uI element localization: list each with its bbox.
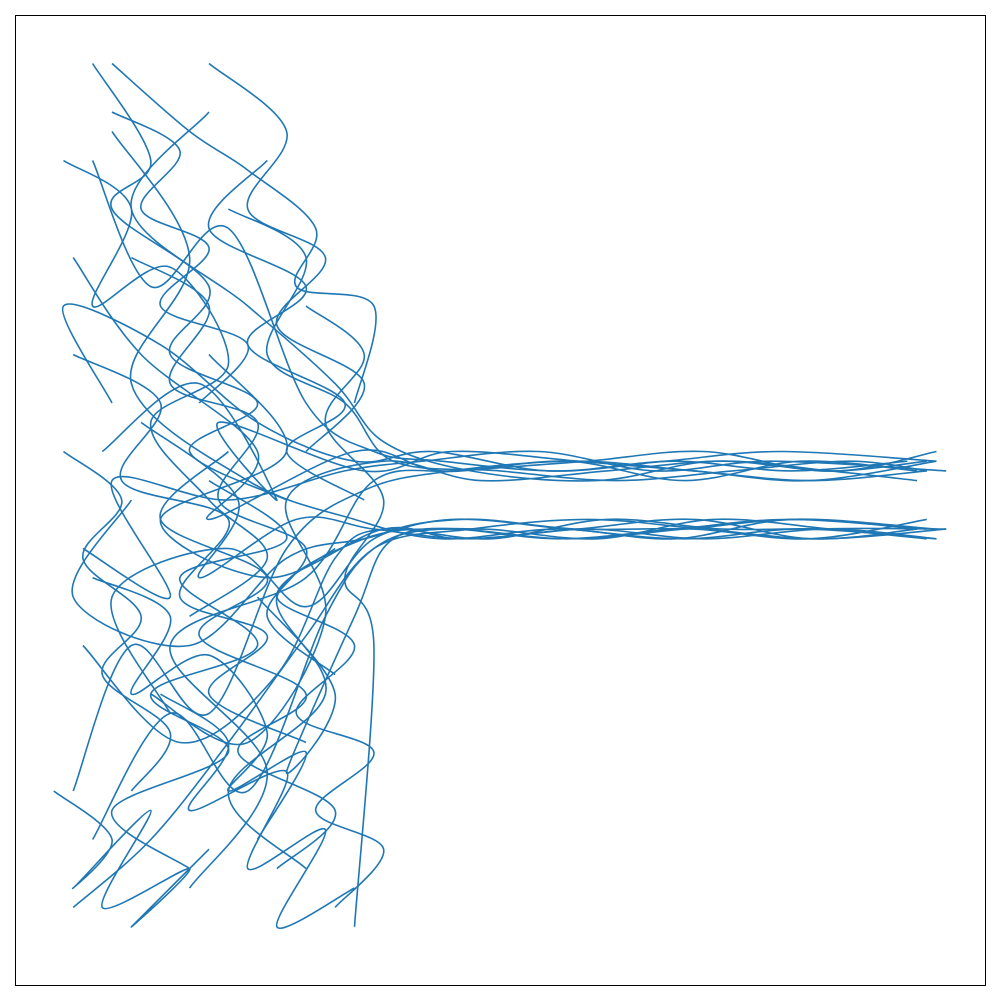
trajectory [130, 111, 918, 482]
trajectory [150, 450, 937, 746]
trajectory [208, 62, 366, 453]
trajectory [91, 160, 908, 472]
trajectory [169, 450, 927, 889]
trajectory [110, 518, 927, 714]
trajectory [61, 303, 937, 472]
trajectory [91, 63, 287, 501]
trajectory [227, 518, 918, 870]
trajectory [63, 159, 269, 618]
trajectory [159, 353, 918, 579]
trajectory [72, 518, 947, 909]
trajectory [159, 450, 337, 870]
trajectory [62, 450, 172, 792]
trajectory [140, 421, 947, 579]
trajectory [227, 208, 927, 482]
trajectory [111, 111, 250, 404]
plot-frame [15, 15, 986, 986]
trajectory [82, 450, 947, 600]
trajectory [82, 518, 937, 744]
trajectory [130, 256, 336, 676]
trajectory [101, 382, 937, 501]
trajectory [72, 257, 918, 521]
trajectory [111, 479, 288, 870]
trajectory [111, 62, 377, 404]
trajectory [111, 130, 937, 540]
trajectory [256, 518, 927, 775]
trajectory [53, 790, 210, 928]
trajectory [91, 518, 927, 840]
trajectory [92, 576, 307, 840]
trajectory [72, 353, 307, 744]
trajectory [276, 547, 385, 908]
trajectory [160, 693, 355, 930]
trajectory [305, 305, 385, 927]
